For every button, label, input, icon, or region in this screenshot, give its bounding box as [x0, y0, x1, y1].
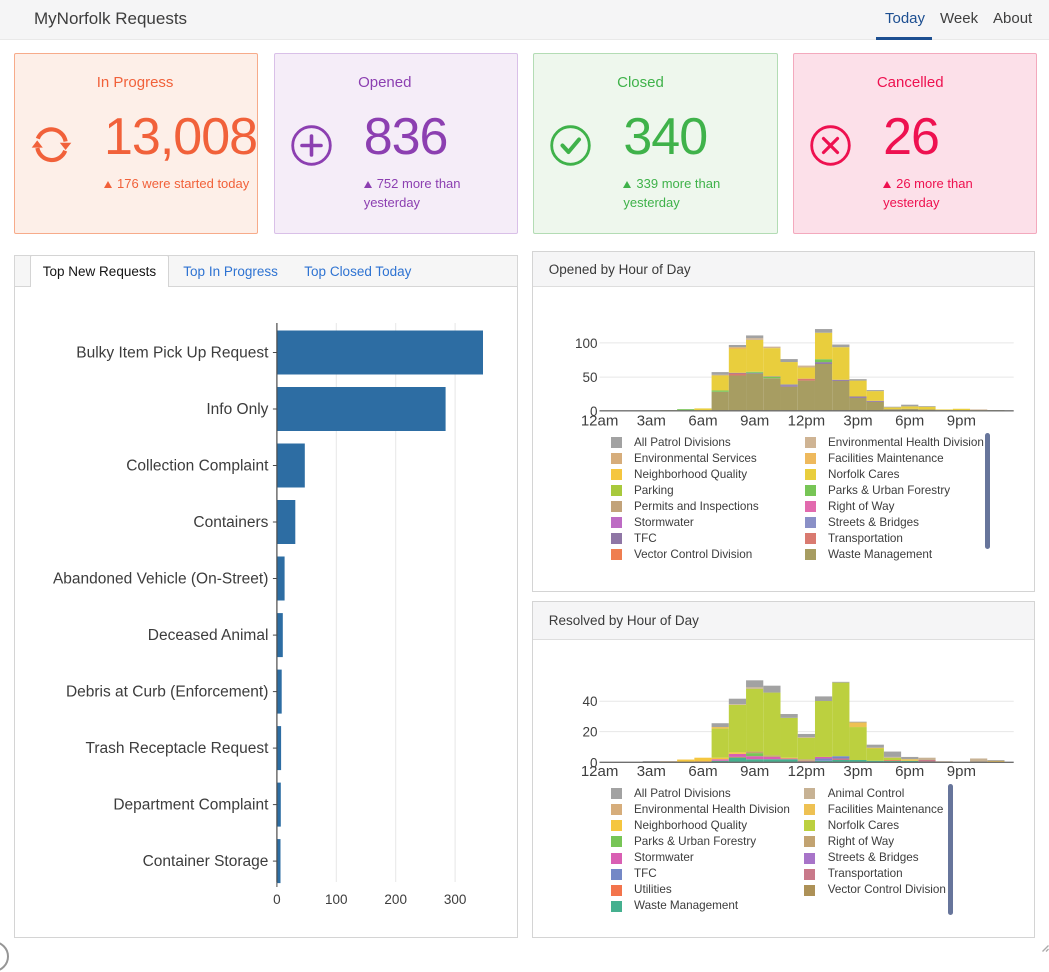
svg-text:Deceased Animal: Deceased Animal: [148, 627, 269, 644]
svg-text:100: 100: [325, 892, 348, 907]
svg-text:0: 0: [273, 892, 281, 907]
svg-text:50: 50: [582, 370, 597, 385]
svg-text:Trash Receptacle Request: Trash Receptacle Request: [86, 740, 270, 757]
svg-text:Debris at Curb (Enforcement): Debris at Curb (Enforcement): [66, 684, 268, 701]
svg-text:9am: 9am: [740, 763, 769, 780]
svg-text:9am: 9am: [740, 412, 769, 429]
svg-text:300: 300: [444, 892, 467, 907]
svg-text:40: 40: [582, 694, 597, 709]
svg-text:Collection Complaint: Collection Complaint: [127, 458, 270, 475]
svg-text:200: 200: [385, 892, 408, 907]
svg-text:Container Storage: Container Storage: [143, 853, 269, 870]
svg-text:6am: 6am: [688, 763, 717, 780]
svg-text:12pm: 12pm: [788, 412, 826, 429]
svg-text:9pm: 9pm: [947, 763, 976, 780]
svg-text:12am: 12am: [581, 412, 619, 429]
svg-text:Containers: Containers: [194, 514, 269, 531]
svg-text:100: 100: [575, 336, 598, 351]
svg-text:3pm: 3pm: [843, 763, 872, 780]
svg-text:0: 0: [590, 404, 598, 419]
svg-text:6pm: 6pm: [895, 763, 924, 780]
svg-text:Department Complaint: Department Complaint: [114, 797, 270, 814]
svg-text:0: 0: [590, 755, 598, 770]
svg-text:3am: 3am: [637, 763, 666, 780]
svg-text:Abandoned Vehicle (On-Street): Abandoned Vehicle (On-Street): [53, 571, 268, 588]
svg-text:9pm: 9pm: [947, 412, 976, 429]
svg-text:6am: 6am: [688, 412, 717, 429]
svg-text:Bulky Item Pick Up Request: Bulky Item Pick Up Request: [77, 345, 270, 362]
svg-text:3am: 3am: [637, 412, 666, 429]
svg-text:Info Only: Info Only: [207, 401, 269, 418]
svg-text:20: 20: [582, 725, 597, 740]
svg-text:12pm: 12pm: [788, 763, 826, 780]
svg-text:12am: 12am: [581, 763, 619, 780]
svg-text:6pm: 6pm: [895, 412, 924, 429]
svg-text:3pm: 3pm: [843, 412, 872, 429]
